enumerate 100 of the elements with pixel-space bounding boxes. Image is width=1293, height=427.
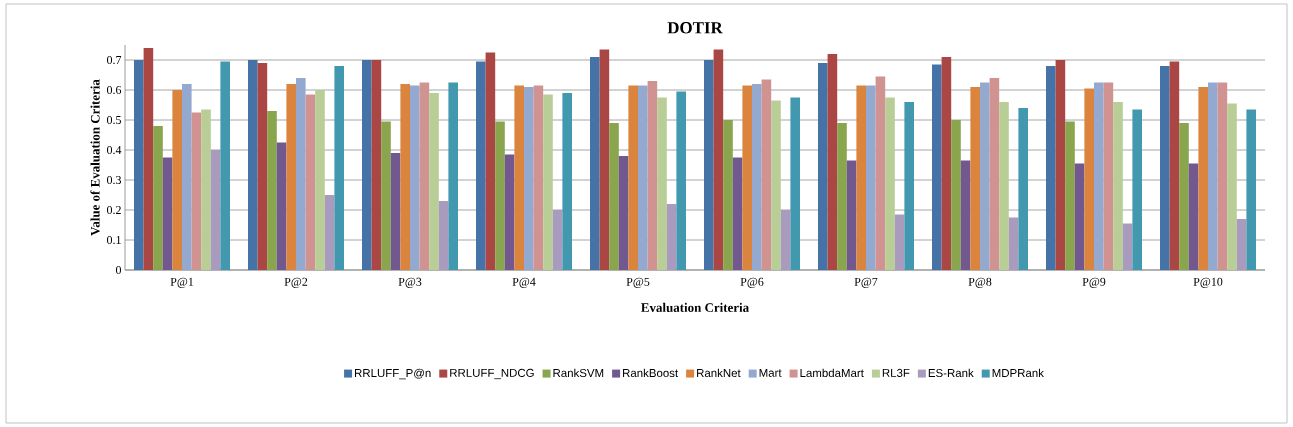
bar [448,82,458,270]
x-tick-label: P@5 [626,277,650,288]
bar [182,84,192,270]
bar [201,109,211,270]
legend-label: RankSVM [553,368,604,378]
x-tick-label: P@9 [1082,277,1106,288]
legend-label: Mart [759,368,782,377]
x-axis-title: Evaluation Criteria [641,302,749,312]
bar [980,82,990,270]
bar [1018,108,1028,270]
bar [599,49,610,270]
bar [381,121,391,270]
bar [191,112,202,270]
bar [1169,61,1180,270]
bar [818,63,828,270]
bar [315,90,325,270]
bar [485,52,496,270]
y-tick-label: 0.1 [106,235,121,245]
bar [371,60,382,270]
bar [476,61,486,270]
bar [771,100,781,270]
x-tick-label: P@6 [740,277,764,288]
x-tick-label: P@1 [170,277,194,288]
bar [410,85,420,270]
bar [1113,102,1123,270]
y-tick-label: 0.6 [106,85,122,95]
bar [999,102,1009,270]
bar [514,85,524,270]
x-tick-label: P@10 [1193,277,1223,288]
bar [742,85,752,270]
legend-label: RRLUFF_P@n [355,368,431,380]
bar [941,57,952,270]
bar [1008,217,1019,270]
x-tick-label: P@3 [398,277,422,288]
bar [1055,60,1066,270]
bar [1046,66,1056,270]
bar [334,66,344,270]
bar [856,85,866,270]
bar [134,60,144,270]
legend-label: RL3F [882,368,910,377]
bar [543,94,553,270]
bar [248,60,258,270]
bar [220,61,230,270]
bar [1132,109,1142,270]
legend-label: RankNet [697,368,741,378]
bar [713,49,724,270]
y-tick-label: 0.5 [106,115,122,125]
bar [1208,82,1218,270]
bar [885,97,895,270]
bar [495,121,505,270]
bar [951,120,961,270]
bar [732,157,743,270]
bar [419,82,430,270]
bar [504,154,515,270]
legend-label: LambdaMart [800,368,864,378]
bar [647,81,658,270]
bar [1074,163,1085,270]
bar [1236,219,1247,270]
chart-title: DOTIR [667,22,723,34]
x-tick-label: P@4 [512,277,536,288]
bar [723,120,733,270]
y-tick-label: 0.7 [106,55,122,65]
bar [296,78,306,270]
bar [162,157,173,270]
y-tick-label: 0 [115,265,122,275]
bar [960,160,971,270]
bar [875,76,886,270]
bar [524,87,534,270]
bar [210,150,221,270]
bar [1122,223,1133,270]
bar [676,91,686,270]
bar [552,210,563,270]
y-tick-label: 0.3 [106,175,122,185]
y-tick-label: 0.4 [106,145,122,155]
bar [276,142,287,270]
y-tick-label: 0.2 [106,205,121,215]
bar [438,201,449,270]
bar [1246,109,1256,270]
y-axis-title: Value of Evaluation Criteria [90,79,100,236]
bar [704,60,714,270]
legend-label: RRLUFF_NDCG [450,368,534,380]
bar [390,153,401,270]
bar [286,84,296,270]
bar [618,156,629,270]
bar [866,85,876,270]
bar [1160,66,1170,270]
x-tick-label: P@2 [284,277,308,288]
x-tick-label: P@8 [968,277,992,288]
bar [628,85,638,270]
bar [780,210,791,270]
bar [657,97,667,270]
bar [1084,88,1094,270]
bar [932,64,942,270]
bar [638,85,648,270]
bar [324,195,335,270]
bar [970,87,980,270]
bar [1094,82,1104,270]
legend-label: MDPRank [992,368,1044,378]
bar [362,60,372,270]
bar [1198,87,1208,270]
